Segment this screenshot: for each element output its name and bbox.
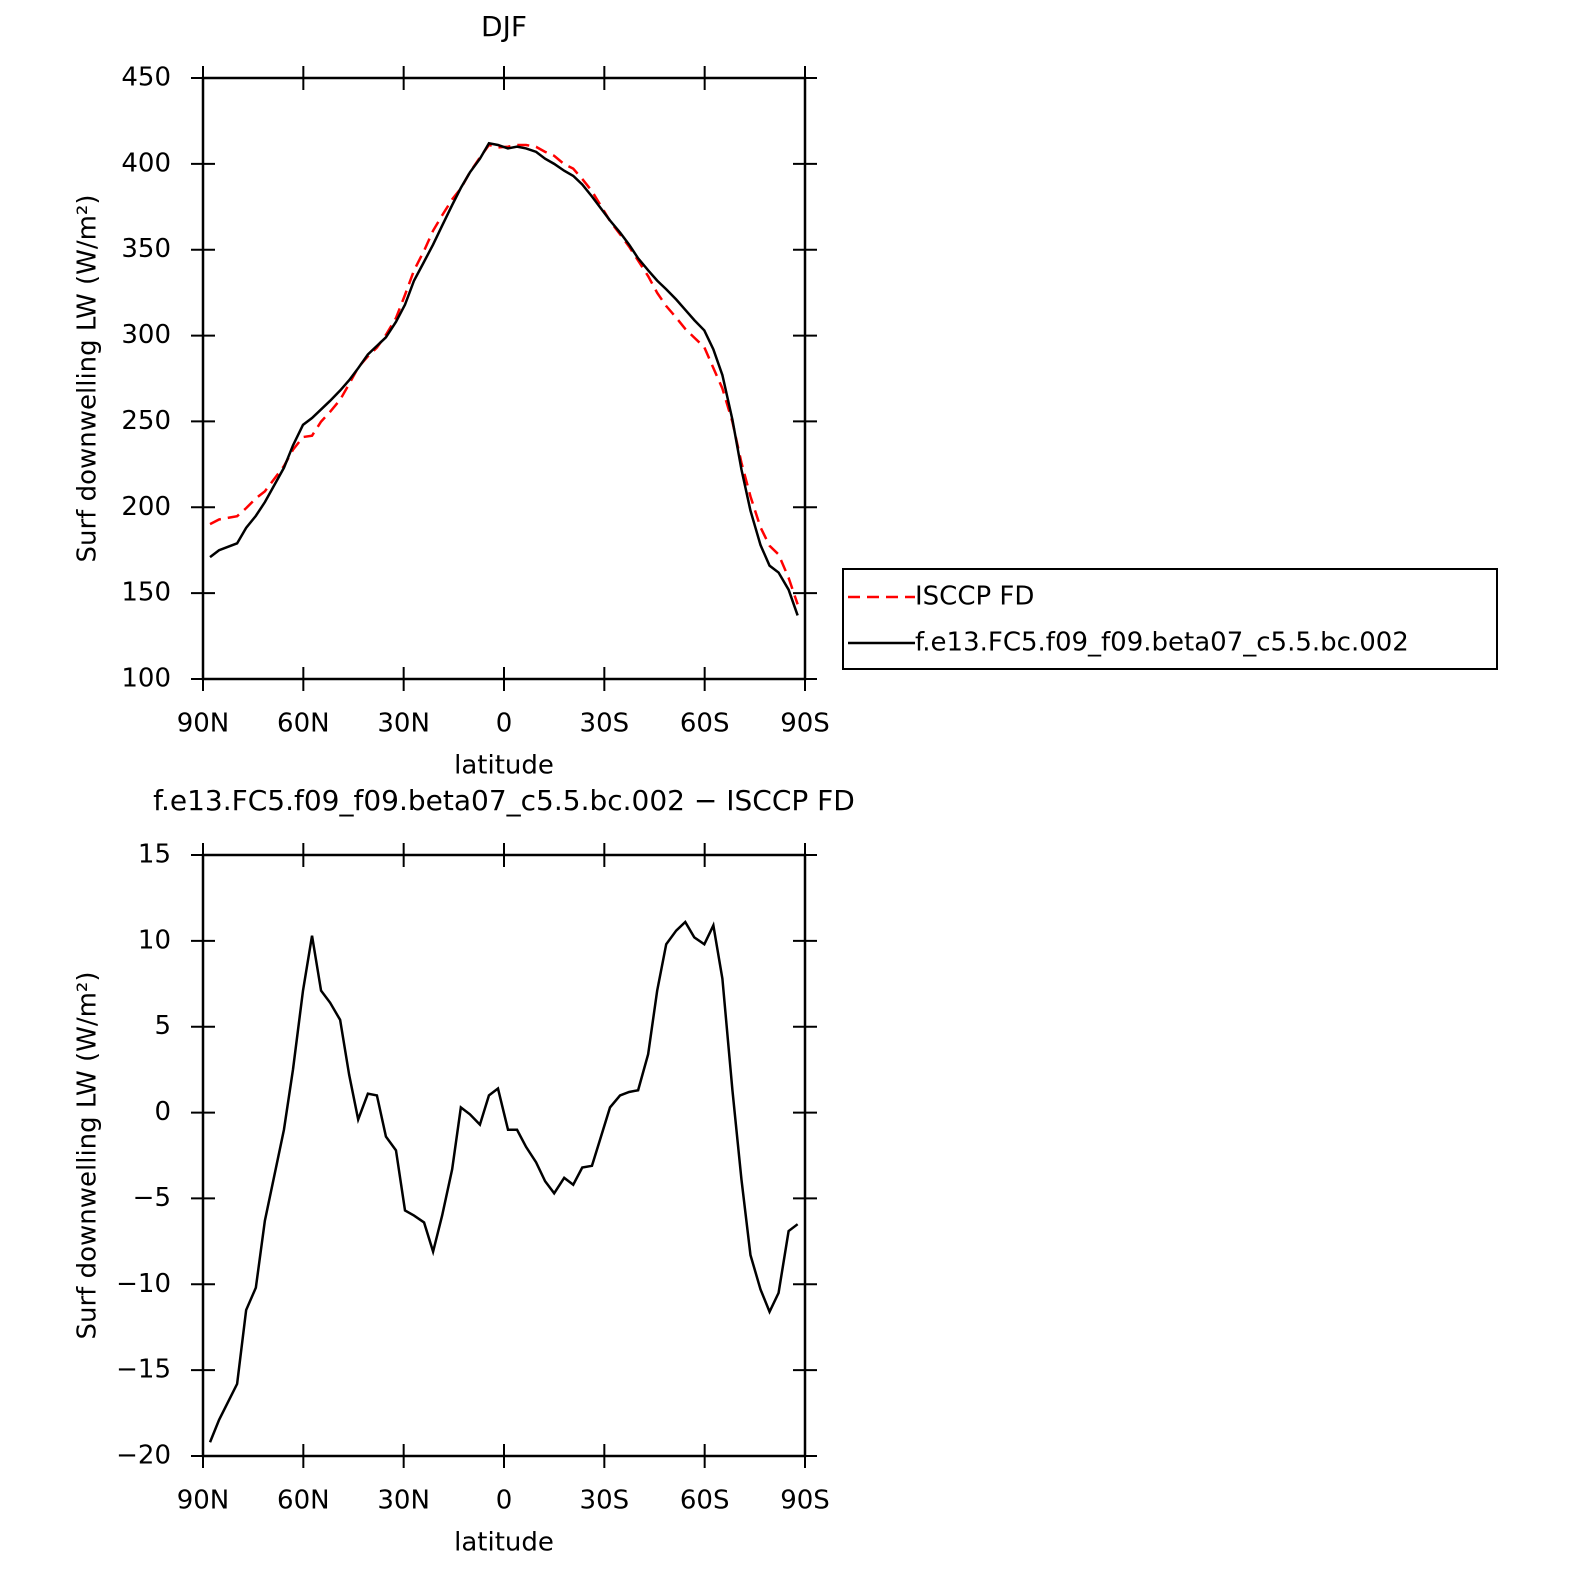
y-tick-label: 350 (121, 234, 171, 264)
y-tick-label: −20 (116, 1441, 171, 1471)
x-tick-label: 90N (177, 1486, 230, 1516)
y-tick-label: −15 (116, 1355, 171, 1385)
y-tick-label: 100 (121, 664, 171, 694)
x-tick-label: 0 (496, 1486, 513, 1516)
legend-label: f.e13.FC5.f09_f09.beta07_c5.5.bc.002 (915, 628, 1409, 658)
y-tick-label: 250 (121, 406, 171, 436)
legend-label: ISCCP FD (915, 582, 1034, 612)
x-tick-label: 0 (496, 709, 513, 739)
x-tick-label: 60N (277, 709, 330, 739)
x-tick-label: 30S (580, 709, 630, 739)
chart-title: f.e13.FC5.f09_f09.beta07_c5.5.bc.002 − I… (153, 784, 855, 817)
x-tick-label: 60S (680, 1486, 730, 1516)
x-axis-label: latitude (454, 751, 554, 781)
legend-box (842, 568, 1498, 670)
y-tick-label: 400 (121, 148, 171, 178)
chart-title: DJF (481, 10, 527, 43)
x-tick-label: 30N (377, 1486, 430, 1516)
y-tick-label: −10 (116, 1269, 171, 1299)
y-axis-label: Surf downwelling LW (W/m²) (73, 972, 103, 1340)
x-tick-label: 90N (177, 709, 230, 739)
data-line (208, 919, 799, 1443)
data-line (209, 143, 799, 605)
y-tick-label: 10 (138, 925, 171, 955)
x-tick-label: 60N (277, 1486, 330, 1516)
y-tick-label: 200 (121, 492, 171, 522)
y-tick-label: 150 (121, 578, 171, 608)
y-tick-label: −5 (133, 1183, 171, 1213)
data-line (209, 141, 799, 616)
plot-frame (201, 853, 807, 1458)
x-tick-label: 30S (580, 1486, 630, 1516)
x-tick-label: 90S (780, 1486, 830, 1516)
y-tick-label: 0 (154, 1097, 171, 1127)
x-tick-label: 60S (680, 709, 730, 739)
y-tick-label: 15 (138, 840, 171, 870)
y-axis-label: Surf downwelling LW (W/m²) (73, 195, 103, 563)
y-tick-label: 450 (121, 63, 171, 93)
y-tick-label: 5 (154, 1011, 171, 1041)
x-tick-label: 30N (377, 709, 430, 739)
plot-frame (201, 76, 807, 681)
x-tick-label: 90S (780, 709, 830, 739)
y-tick-label: 300 (121, 320, 171, 350)
x-axis-label: latitude (454, 1528, 554, 1558)
